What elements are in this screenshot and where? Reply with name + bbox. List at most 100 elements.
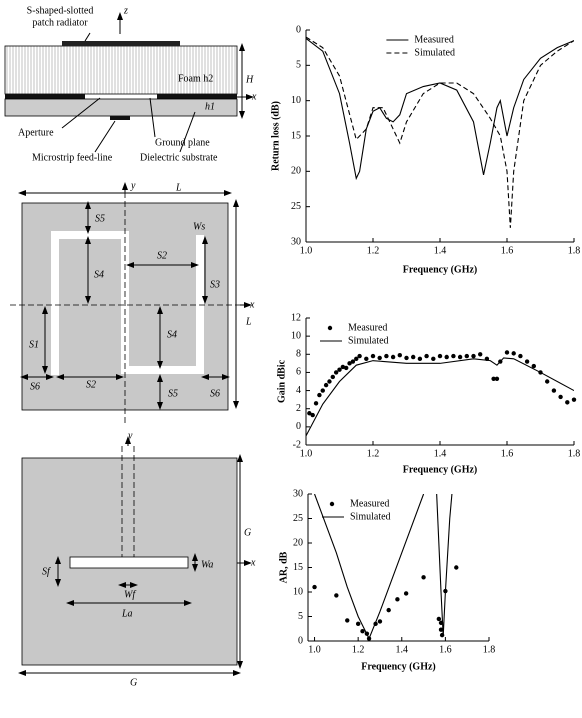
series-line: [314, 494, 453, 640]
point: [571, 397, 577, 402]
label: L: [245, 316, 252, 327]
series-line: [306, 357, 574, 437]
x-tick-label: 1.0: [300, 448, 313, 459]
point: [360, 629, 365, 634]
point: [327, 379, 332, 384]
legend-label: Measured: [348, 322, 387, 333]
point: [524, 359, 530, 364]
label: S2: [86, 379, 96, 390]
label: Aperture: [18, 127, 54, 138]
point: [350, 359, 356, 364]
label: Sf: [42, 566, 51, 577]
label: z: [123, 5, 128, 16]
label: x: [250, 557, 256, 568]
point: [545, 379, 550, 384]
label: S1: [29, 339, 39, 350]
y-tick-label: 0: [298, 635, 303, 646]
y-axis-label: Gain dBic: [276, 359, 287, 403]
feed-line: [110, 116, 130, 120]
label: S5: [95, 213, 105, 224]
legend-label: Simulated: [348, 335, 389, 346]
x-tick-label: 1.6: [501, 448, 514, 459]
point: [491, 376, 496, 381]
chart: 1.0 1.2 1.4 1.6 1.8 -2 0 2 4 6 8 10 12 Frequency (GHz…: [276, 312, 580, 475]
point: [323, 382, 329, 388]
series-line: [306, 38, 574, 181]
x-axis-label: Frequency (GHz): [403, 264, 478, 275]
point: [377, 619, 383, 624]
label: x: [251, 91, 257, 102]
label: x: [249, 299, 255, 310]
x-tick-label: 1.4: [396, 644, 409, 655]
label: S4: [94, 269, 104, 280]
chart: 1.0 1.2 1.4 1.6 1.8 0 5 10 15 20 25 30 Frequency (GH…: [270, 24, 580, 275]
label: L: [175, 182, 182, 193]
leader: [179, 111, 196, 153]
point: [340, 364, 346, 370]
point: [344, 365, 349, 371]
point: [436, 616, 442, 622]
point: [464, 353, 469, 359]
label: Microstrip feed-line: [32, 152, 113, 163]
y-tick-label: 25: [291, 201, 301, 212]
y-tick-label: 30: [293, 488, 303, 499]
point: [395, 597, 400, 602]
label: Ground plane: [155, 137, 210, 148]
label: y: [130, 180, 136, 191]
leader: [61, 97, 101, 129]
y-tick-label: 30: [291, 236, 301, 247]
point: [317, 392, 322, 398]
x-tick-label: 1.6: [439, 644, 452, 655]
leader: [94, 120, 116, 153]
point: [438, 627, 444, 632]
label: G: [244, 527, 251, 538]
point: [504, 350, 510, 355]
y-tick-label: -2: [293, 439, 301, 450]
x-axis-label: Frequency (GHz): [361, 661, 436, 672]
substrate: [4, 98, 238, 117]
label: La: [121, 608, 133, 619]
ground-plane: [5, 94, 85, 99]
point: [424, 353, 429, 359]
x-tick-label: 1.2: [367, 245, 380, 256]
y-tick-label: 12: [291, 312, 301, 323]
x-tick-label: 1.4: [434, 448, 447, 459]
point: [390, 354, 396, 360]
label: S-shaped-slotted: [27, 5, 94, 16]
label: H: [245, 74, 254, 85]
y-tick-label: 5: [296, 60, 301, 71]
point: [437, 353, 443, 359]
point: [310, 412, 315, 418]
label: S2: [157, 250, 167, 261]
patch-view: y L S5 Ws S2 S4 S3 x L S4 S1 S6 S2 S5 S6: [10, 180, 255, 425]
point: [565, 400, 570, 405]
x-tick-label: 1.6: [501, 245, 514, 256]
y-axis-label: AR, dB: [278, 551, 289, 583]
x-tick-label: 1.0: [300, 245, 313, 256]
point: [334, 593, 339, 598]
x-tick-label: 1.8: [568, 245, 581, 256]
point: [320, 388, 325, 393]
y-axis-label: Return loss (dB): [270, 101, 281, 171]
point: [333, 370, 339, 375]
point: [451, 353, 456, 359]
point: [397, 352, 402, 358]
legend-label: Simulated: [414, 47, 455, 58]
y-tick-label: 15: [291, 130, 301, 141]
x-tick-label: 1.8: [483, 644, 496, 655]
point: [364, 356, 369, 362]
y-tick-label: 10: [293, 586, 303, 597]
y-tick-label: 2: [296, 403, 301, 414]
label: Foam h2: [178, 73, 213, 84]
point: [457, 354, 463, 360]
legend-marker: [327, 325, 333, 331]
label: S6: [30, 381, 40, 392]
y-tick-label: 8: [296, 349, 301, 360]
leader: [84, 32, 91, 42]
point: [386, 607, 391, 613]
cross-section: S-shaped-slotted patch radiator z Foam h…: [4, 5, 257, 163]
x-tick-label: 1.2: [367, 448, 380, 459]
legend-label: Simulated: [350, 511, 391, 522]
point: [345, 618, 350, 623]
patch: [62, 41, 180, 46]
